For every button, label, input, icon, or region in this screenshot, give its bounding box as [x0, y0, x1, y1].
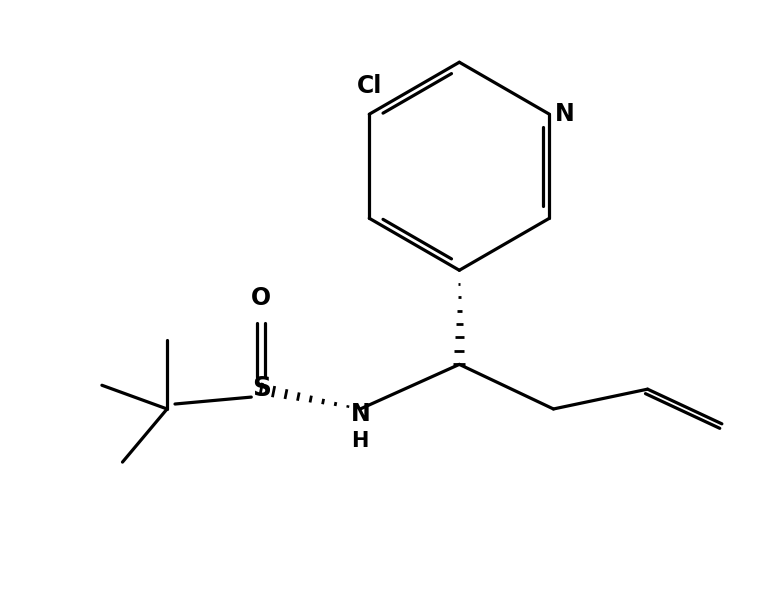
- Text: Cl: Cl: [356, 74, 382, 99]
- Text: N: N: [556, 102, 575, 126]
- Text: S: S: [251, 376, 271, 402]
- Text: O: O: [251, 286, 272, 310]
- Text: H: H: [352, 431, 369, 451]
- Text: N: N: [351, 402, 370, 426]
